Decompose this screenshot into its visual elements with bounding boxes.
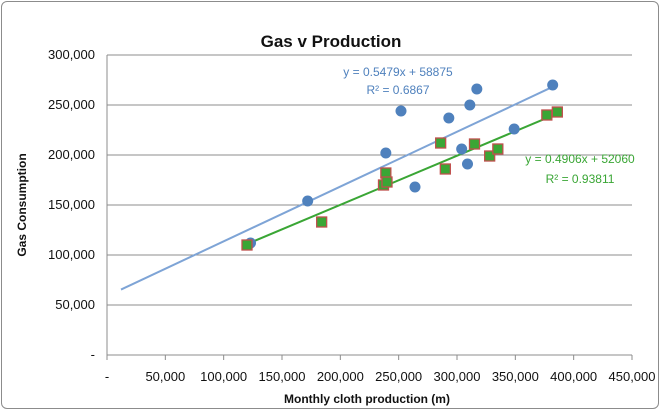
- data-point-square: [435, 137, 447, 149]
- trendlines: [120, 85, 558, 291]
- data-point-circle: [456, 143, 468, 155]
- axes: [106, 55, 633, 360]
- data-point-square: [468, 138, 481, 150]
- data-point-circle: [302, 195, 314, 207]
- x-tick-label: 450,000: [609, 369, 656, 384]
- data-point-square: [492, 143, 504, 155]
- y-tick-label: -: [91, 347, 95, 362]
- x-tick-label: 150,000: [259, 369, 306, 384]
- data-point-circle: [443, 112, 455, 124]
- y-tick-label: 300,000: [48, 47, 95, 62]
- data-point-square: [484, 150, 496, 162]
- data-point-square: [551, 106, 563, 118]
- x-tick-label: 200,000: [317, 369, 364, 384]
- y-tick-labels: - 50,000 100,000 150,000 200,000 250,000 300,0…: [48, 47, 95, 362]
- x-tick-label: 100,000: [200, 369, 247, 384]
- trendline-series-2: [246, 112, 558, 245]
- data-point-square: [541, 109, 553, 121]
- equation-labels: y = 0.5479x + 58875 R² = 0.6867 y = 0.4906…: [343, 65, 635, 186]
- data-points: [241, 79, 563, 251]
- data-point-circle: [462, 158, 473, 170]
- data-point-square: [241, 239, 253, 251]
- data-point-square: [316, 216, 328, 228]
- y-tick-label: 150,000: [48, 197, 95, 212]
- r-squared-label-1: R² = 0.6867: [366, 83, 429, 97]
- x-tick-labels: - 50,000 100,000 150,000 200,000 250,000 300,0…: [105, 369, 656, 384]
- data-point-circle: [547, 79, 559, 91]
- x-axis-title: Monthly cloth production (m): [284, 392, 450, 406]
- data-point-square: [439, 163, 451, 175]
- data-point-circle: [464, 99, 476, 111]
- x-tick-label: 400,000: [550, 369, 597, 384]
- trendline-equation-1: y = 0.5479x + 58875: [343, 65, 453, 79]
- data-point-circle: [395, 105, 407, 117]
- y-tick-label: 100,000: [48, 247, 95, 262]
- data-point-circle: [508, 123, 520, 135]
- data-point-circle: [380, 147, 392, 159]
- y-tick-label: 250,000: [48, 97, 95, 112]
- trendline-equation-2: y = 0.4906x + 52060: [525, 152, 635, 166]
- x-tick-label: 50,000: [145, 369, 185, 384]
- x-tick-label: 350,000: [492, 369, 539, 384]
- trendline-series-1: [120, 85, 554, 291]
- y-tick-label: 200,000: [48, 147, 95, 162]
- chart-title: Gas v Production: [261, 32, 402, 51]
- y-axis-title: Gas Consumption: [15, 153, 29, 256]
- data-point-circle: [409, 181, 421, 193]
- data-point-square: [381, 176, 393, 188]
- x-tick-label: 300,000: [434, 369, 481, 384]
- r-squared-label-2: R² = 0.93811: [546, 172, 615, 186]
- x-tick-label: 250,000: [375, 369, 422, 384]
- data-point-circle: [471, 83, 483, 95]
- x-tick-label: -: [105, 369, 109, 384]
- y-tick-label: 50,000: [55, 297, 95, 312]
